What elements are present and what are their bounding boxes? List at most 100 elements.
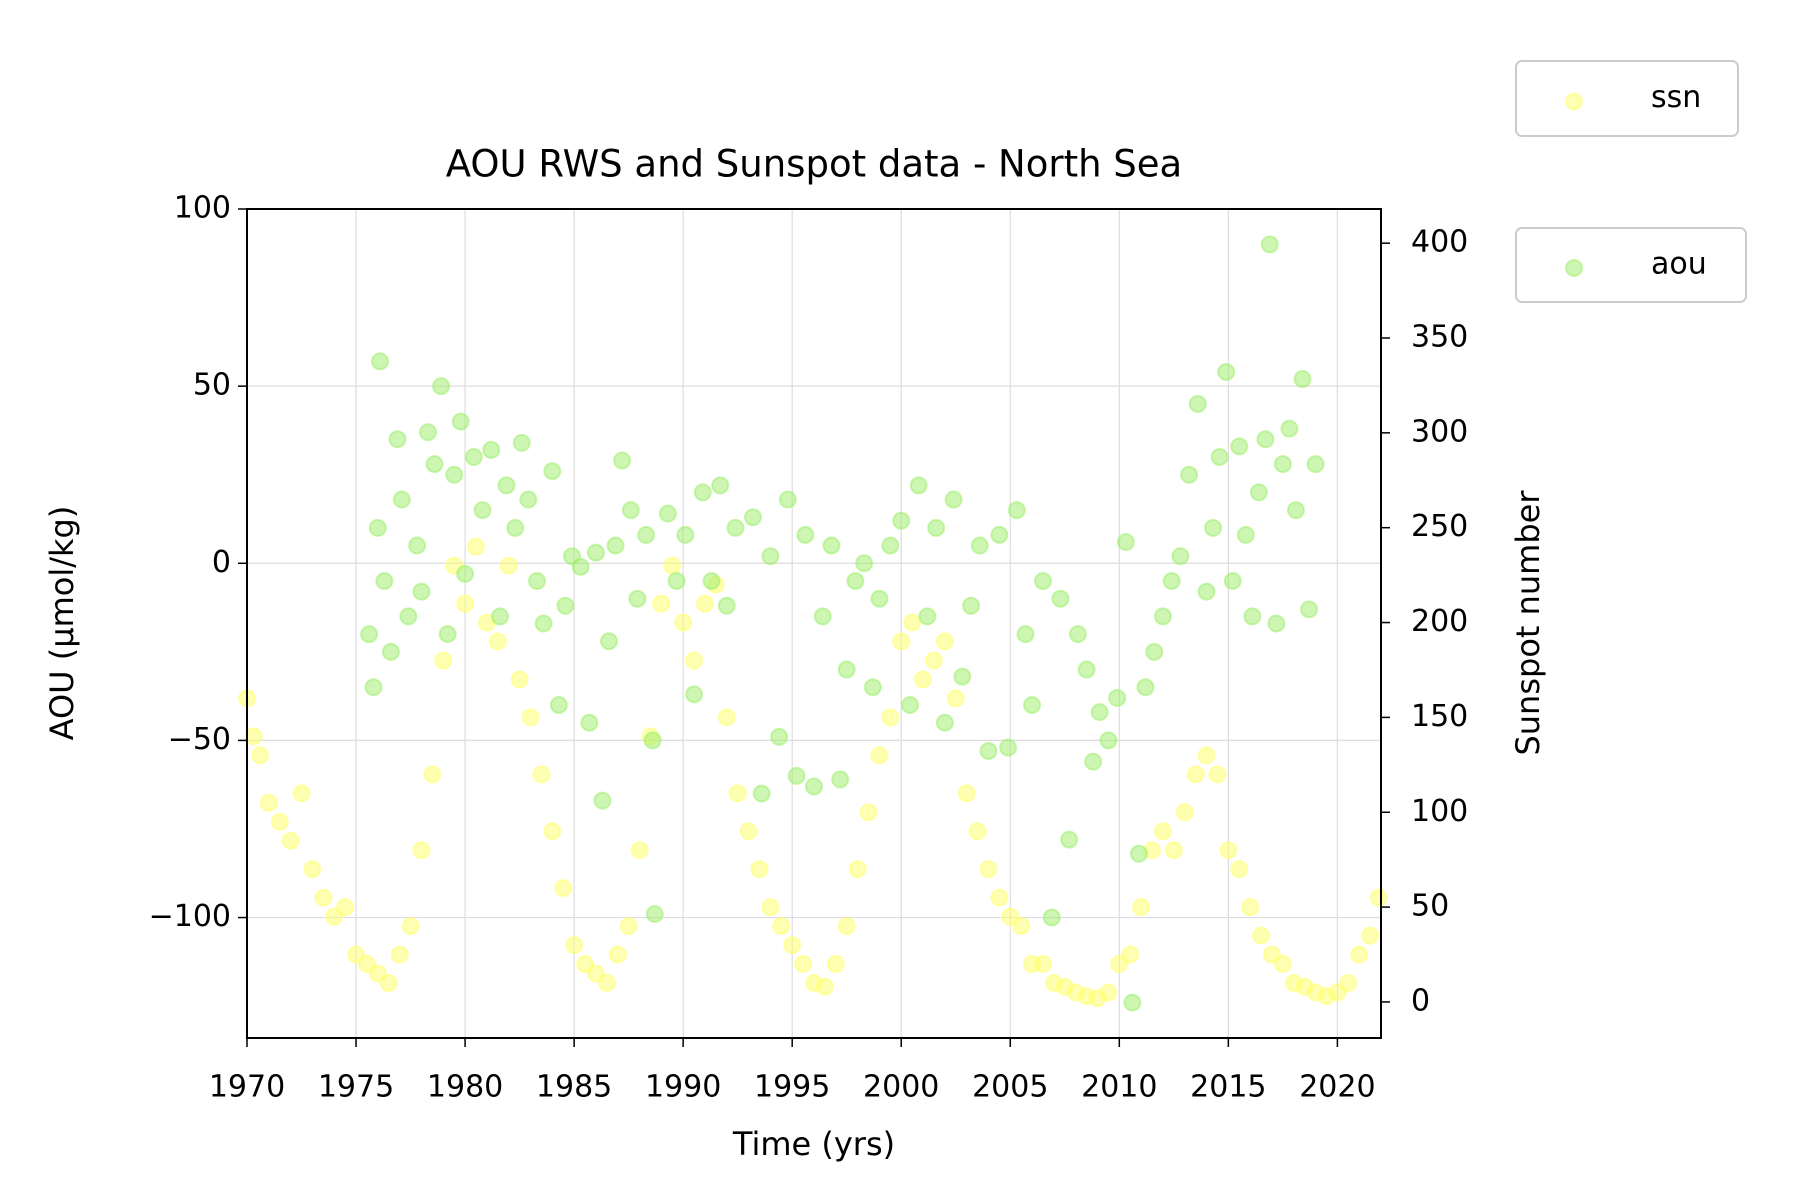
scatter-point: [364, 678, 383, 697]
scatter-point: [652, 594, 671, 613]
scatter-point: [892, 632, 911, 651]
scatter-point: [1116, 533, 1135, 552]
scatter-point: [1236, 525, 1255, 544]
scatter-point: [488, 632, 507, 651]
scatter-point: [1243, 607, 1262, 626]
grid: [246, 208, 1381, 1038]
scatter-point: [390, 945, 409, 964]
scatter-point: [728, 784, 747, 803]
y2-tick-label: 0: [1411, 983, 1430, 1018]
scatter-point: [1164, 841, 1183, 860]
scatter-point: [408, 536, 427, 555]
scatter-point: [482, 440, 501, 459]
scatter-point: [360, 625, 379, 644]
scatter-point: [1108, 688, 1127, 707]
scatter-point: [497, 476, 516, 495]
scatter-point: [259, 793, 278, 812]
legend-marker: [1565, 259, 1583, 277]
scatter-point: [676, 525, 695, 544]
scatter-point: [1286, 501, 1305, 520]
scatter-point: [1260, 235, 1279, 254]
scatter-point: [565, 936, 584, 955]
y-tick-label: −100: [149, 899, 231, 934]
scatter-point: [412, 841, 431, 860]
scatter-point: [863, 678, 882, 697]
scatter-point: [473, 501, 492, 520]
legend-marker: [1565, 92, 1583, 111]
scatter-point: [499, 556, 518, 575]
scatter-point: [1273, 955, 1292, 974]
scatter-point: [1175, 803, 1194, 822]
scatter-point: [970, 536, 989, 555]
scatter-point: [608, 945, 627, 964]
scatter-point: [314, 888, 333, 907]
legend-label: aou: [1651, 247, 1707, 282]
x-tick-label: 2005: [972, 1070, 1048, 1105]
scatter-point: [613, 451, 632, 470]
scatter-point: [1188, 394, 1207, 413]
scatter-point: [643, 731, 662, 750]
scatter-point: [1241, 898, 1260, 917]
scatter-point: [927, 518, 946, 537]
y2-tick-label: 300: [1411, 414, 1468, 449]
scatter-point: [637, 525, 656, 544]
scatter-point: [914, 670, 933, 689]
scatter-point: [1033, 571, 1052, 590]
scatter-point: [805, 777, 823, 796]
scatter-point: [1136, 678, 1155, 697]
scatter-point: [1361, 926, 1380, 945]
scatter-point: [281, 831, 300, 850]
scatter-point: [1153, 607, 1172, 626]
scatter-point: [528, 571, 547, 590]
y-axis-label: AOU (µmol/kg): [43, 506, 81, 741]
scatter-point: [1051, 589, 1070, 608]
scatter-point: [399, 607, 418, 626]
scatter-point: [711, 476, 730, 495]
x-tick-label: 1970: [209, 1070, 285, 1105]
scatter-point: [695, 594, 714, 613]
scatter-point: [1132, 898, 1151, 917]
scatter-point: [772, 917, 791, 936]
scatter-point: [375, 571, 394, 590]
scatter-point: [521, 708, 540, 727]
scatter-point: [1007, 501, 1026, 520]
scatter-point: [900, 695, 919, 714]
legend-box: [1515, 60, 1739, 137]
scatter-point: [837, 660, 856, 679]
scatter-point: [935, 632, 954, 651]
scatter-point: [451, 412, 470, 431]
scatter-point: [837, 917, 856, 936]
scatter-point: [630, 841, 649, 860]
scatter-point: [848, 860, 867, 879]
scatter-point: [1121, 945, 1140, 964]
scatter-point: [726, 518, 745, 537]
scatter-point: [796, 525, 815, 544]
scatter-point: [717, 596, 736, 615]
scatter-point: [1016, 625, 1035, 644]
scatter-point: [770, 727, 789, 746]
scatter-point: [466, 537, 485, 556]
scatter-point: [549, 695, 568, 714]
scatter-point: [1339, 973, 1358, 992]
x-tick-label: 1985: [536, 1070, 612, 1105]
scatter-point: [957, 784, 976, 803]
scatter-point: [1230, 437, 1249, 456]
y2-axis-label: Sunspot number: [1509, 490, 1547, 756]
y2-tick-label: 50: [1411, 889, 1449, 924]
scatter-point: [1208, 765, 1227, 784]
scatter-point: [658, 504, 677, 523]
scatter-point: [490, 607, 509, 626]
scatter-point: [381, 642, 400, 661]
scatter-point: [1210, 447, 1229, 466]
scatter-point: [419, 423, 438, 442]
scatter-point: [944, 490, 963, 509]
scatter-point: [423, 765, 442, 784]
scatter-point: [962, 596, 981, 615]
scatter-point: [456, 564, 475, 583]
scatter-point: [621, 501, 640, 520]
scatter-point: [1273, 455, 1292, 474]
y2-tick-label: 150: [1411, 699, 1468, 734]
scatter-point: [392, 490, 411, 509]
scatter-point: [1197, 746, 1216, 765]
